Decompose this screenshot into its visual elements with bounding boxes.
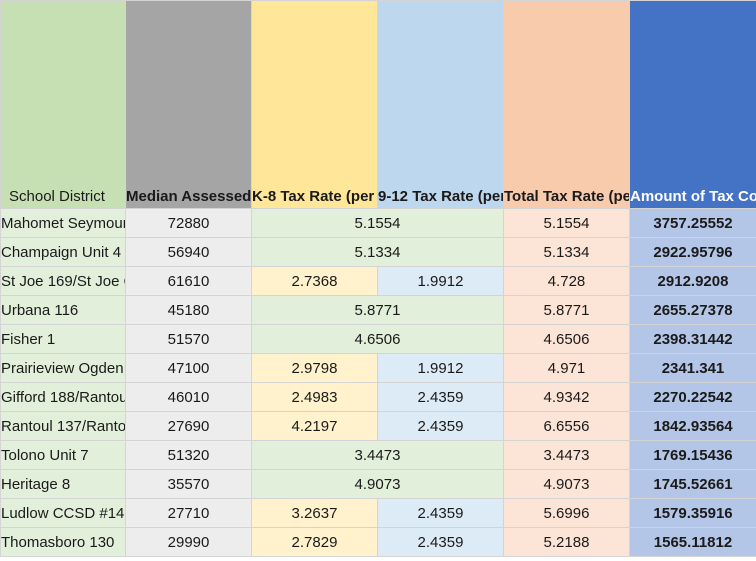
table-row: Tolono Unit 7 51320 3.4473 3.4473 1769.15436 <box>0 440 756 470</box>
cell-total-tax-rate[interactable]: 5.2188 <box>503 527 630 557</box>
header-k8-tax-rate[interactable]: K-8 Tax Rate (per $100 of assessed value… <box>251 0 378 209</box>
cell-amount-collected[interactable]: 2341.341 <box>629 353 756 383</box>
cell-combined-tax-rate[interactable]: 4.6506 <box>251 324 504 354</box>
cell-total-tax-rate[interactable]: 6.6556 <box>503 411 630 441</box>
header-median-assessed-value[interactable]: Median Assessed Value for Owner Occupied… <box>125 0 252 209</box>
cell-school-district[interactable]: Heritage 8 <box>0 469 126 499</box>
cell-median-value[interactable]: 27710 <box>125 498 252 528</box>
table-row: Thomasboro 130 29990 2.7829 2.4359 5.2188 156… <box>0 527 756 557</box>
cell-amount-collected[interactable]: 2655.27378 <box>629 295 756 325</box>
cell-median-value[interactable]: 47100 <box>125 353 252 383</box>
cell-school-district[interactable]: Urbana 116 <box>0 295 126 325</box>
table-row: Gifford 188/Rantoul 193460102.49832.4359… <box>0 382 756 412</box>
cell-k8-tax-rate[interactable]: 2.7829 <box>251 527 378 557</box>
cell-total-tax-rate[interactable]: 5.6996 <box>503 498 630 528</box>
cell-9-12-tax-rate[interactable]: 1.9912 <box>377 266 504 296</box>
cell-amount-collected[interactable]: 1745.52661 <box>629 469 756 499</box>
cell-9-12-tax-rate[interactable]: 2.4359 <box>377 411 504 441</box>
cell-k8-tax-rate[interactable]: 2.4983 <box>251 382 378 412</box>
cell-total-tax-rate[interactable]: 5.1554 <box>503 208 630 238</box>
table-row: Ludlow CCSD #142 27710 3.2637 2.4359 5.6996 1… <box>0 498 756 528</box>
cell-amount-collected[interactable]: 2922.95796 <box>629 237 756 267</box>
header-amount-of-tax-collected[interactable]: Amount of Tax Collected Directed to Scho… <box>629 0 756 209</box>
table-row: Champaign Unit 4 56940 5.1334 5.1334 2922.95… <box>0 237 756 267</box>
cell-combined-tax-rate[interactable]: 4.9073 <box>251 469 504 499</box>
cell-total-tax-rate[interactable]: 3.4473 <box>503 440 630 470</box>
cell-combined-tax-rate[interactable]: 5.8771 <box>251 295 504 325</box>
cell-total-tax-rate[interactable]: 4.9342 <box>503 382 630 412</box>
cell-9-12-tax-rate[interactable]: 2.4359 <box>377 498 504 528</box>
table-row: Heritage 8 35570 4.9073 4.9073 1745.52661 <box>0 469 756 499</box>
cell-amount-collected[interactable]: 3757.25552 <box>629 208 756 238</box>
cell-median-value[interactable]: 61610 <box>125 266 252 296</box>
cell-amount-collected[interactable]: 2912.9208 <box>629 266 756 296</box>
cell-total-tax-rate[interactable]: 5.1334 <box>503 237 630 267</box>
header-row: School District Median Assessed Value fo… <box>0 0 756 209</box>
table-row: Prairieview Ogden 197471002.97981.99124.… <box>0 353 756 383</box>
cell-combined-tax-rate[interactable]: 3.4473 <box>251 440 504 470</box>
table-row: Rantoul 137/Rantoul 193276904.21972.4359… <box>0 411 756 441</box>
cell-combined-tax-rate[interactable]: 5.1554 <box>251 208 504 238</box>
table-row: Fisher 1 51570 4.6506 4.6506 2398.31442 <box>0 324 756 354</box>
cell-school-district[interactable]: Champaign Unit 4 <box>0 237 126 267</box>
table-row: Mahomet Seymour 3728805.15545.15543757.2… <box>0 208 756 238</box>
cell-total-tax-rate[interactable]: 4.6506 <box>503 324 630 354</box>
cell-9-12-tax-rate[interactable]: 2.4359 <box>377 382 504 412</box>
cell-median-value[interactable]: 29990 <box>125 527 252 557</box>
cell-9-12-tax-rate[interactable]: 2.4359 <box>377 527 504 557</box>
cell-school-district[interactable]: St Joe 169/St Joe Ogden 305 <box>0 266 126 296</box>
cell-total-tax-rate[interactable]: 5.8771 <box>503 295 630 325</box>
cell-median-value[interactable]: 27690 <box>125 411 252 441</box>
table-row: Urbana 116 45180 5.8771 5.8771 2655.27378 <box>0 295 756 325</box>
cell-school-district[interactable]: Prairieview Ogden 197 <box>0 353 126 383</box>
cell-school-district[interactable]: Fisher 1 <box>0 324 126 354</box>
cell-total-tax-rate[interactable]: 4.971 <box>503 353 630 383</box>
header-9-12-tax-rate[interactable]: 9-12 Tax Rate (per $100 of assessed valu… <box>377 0 504 209</box>
cell-amount-collected[interactable]: 2270.22542 <box>629 382 756 412</box>
cell-school-district[interactable]: Rantoul 137/Rantoul 193 <box>0 411 126 441</box>
cell-amount-collected[interactable]: 1842.93564 <box>629 411 756 441</box>
cell-total-tax-rate[interactable]: 4.9073 <box>503 469 630 499</box>
cell-median-value[interactable]: 45180 <box>125 295 252 325</box>
cell-9-12-tax-rate[interactable]: 1.9912 <box>377 353 504 383</box>
table-row: St Joe 169/St Joe Ogden 305616102.73681.… <box>0 266 756 296</box>
cell-median-value[interactable]: 51320 <box>125 440 252 470</box>
cell-k8-tax-rate[interactable]: 2.7368 <box>251 266 378 296</box>
cell-amount-collected[interactable]: 1565.11812 <box>629 527 756 557</box>
cell-median-value[interactable]: 72880 <box>125 208 252 238</box>
cell-total-tax-rate[interactable]: 4.728 <box>503 266 630 296</box>
cell-median-value[interactable]: 46010 <box>125 382 252 412</box>
cell-school-district[interactable]: Tolono Unit 7 <box>0 440 126 470</box>
header-total-tax-rate[interactable]: Total Tax Rate (per $100 of assessed val… <box>503 0 630 209</box>
cell-amount-collected[interactable]: 2398.31442 <box>629 324 756 354</box>
cell-amount-collected[interactable]: 1769.15436 <box>629 440 756 470</box>
cell-school-district[interactable]: Thomasboro 130 <box>0 527 126 557</box>
cell-k8-tax-rate[interactable]: 3.2637 <box>251 498 378 528</box>
cell-median-value[interactable]: 51570 <box>125 324 252 354</box>
cell-amount-collected[interactable]: 1579.35916 <box>629 498 756 528</box>
header-school-district[interactable]: School District <box>0 0 126 209</box>
cell-combined-tax-rate[interactable]: 5.1334 <box>251 237 504 267</box>
cell-median-value[interactable]: 56940 <box>125 237 252 267</box>
cell-school-district[interactable]: Ludlow CCSD #142 <box>0 498 126 528</box>
cell-school-district[interactable]: Mahomet Seymour 3 <box>0 208 126 238</box>
cell-k8-tax-rate[interactable]: 2.9798 <box>251 353 378 383</box>
cell-k8-tax-rate[interactable]: 4.2197 <box>251 411 378 441</box>
cell-median-value[interactable]: 35570 <box>125 469 252 499</box>
cell-school-district[interactable]: Gifford 188/Rantoul 193 <box>0 382 126 412</box>
